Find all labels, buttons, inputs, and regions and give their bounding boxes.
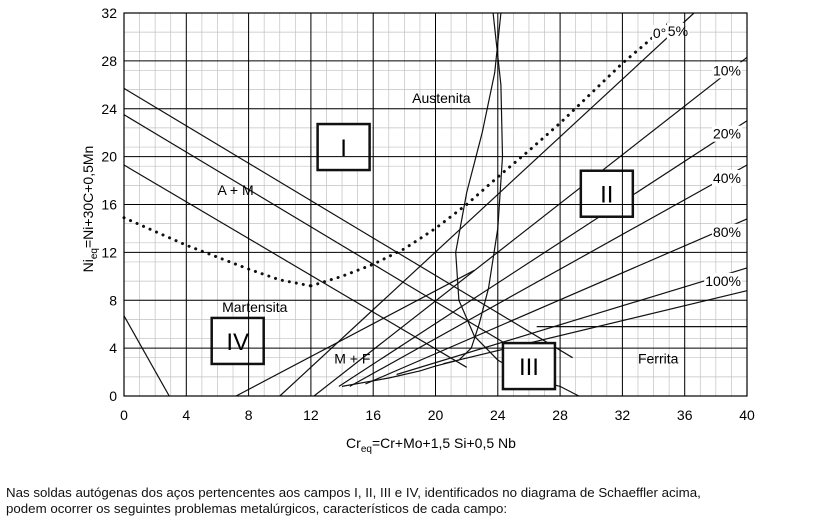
- y-tick-label: 4: [109, 340, 117, 356]
- x-tick-label: 28: [552, 407, 568, 423]
- x-tick-label: 0: [120, 407, 128, 423]
- region-label: Austenita: [412, 90, 471, 106]
- field-box: [579, 169, 635, 218]
- field-label: II: [600, 182, 613, 209]
- region-label: Ferrita: [638, 351, 679, 367]
- ferrite-percent-label: 40%: [713, 170, 741, 186]
- x-tick-label: 32: [615, 407, 631, 423]
- caption-line-1: Nas soldas autógenas dos aços pertencent…: [6, 485, 701, 500]
- ferrite-line: [365, 218, 748, 385]
- x-tick-label: 40: [739, 407, 755, 423]
- label-background: [704, 272, 742, 289]
- x-tick-label: 20: [428, 407, 444, 423]
- schaeffler-diagram: 0° 5% 10% 20% 40% 80% 100% Austenita A + M Marte…: [80, 5, 755, 455]
- x-tick-label: 16: [365, 407, 381, 423]
- region-labels: Austenita A + M Martensita M + F Ferrita: [217, 90, 678, 367]
- y-tick-label: 16: [101, 197, 117, 213]
- ferrite-line: [443, 290, 748, 365]
- ferrite-line: [338, 120, 748, 387]
- caption: Nas soldas autógenas dos aços pertencent…: [6, 485, 824, 517]
- y-tick-label: 32: [101, 5, 117, 21]
- y-tick-label: 20: [101, 149, 117, 165]
- field-label: III: [519, 354, 539, 381]
- axes: 0 4 8 12 16 20 24 28 32 36 40 0 4 8 12 16 20 24 28 32: [101, 5, 755, 423]
- caption-line-2: podem ocorrer os seguintes problemas met…: [6, 501, 508, 516]
- ferrite-line: [349, 164, 748, 387]
- ferrite-line: [313, 56, 748, 397]
- label-background: [711, 125, 742, 142]
- ferrite-percent-label: 0°: [653, 25, 666, 41]
- boundary-curve: [341, 12, 504, 387]
- x-tick-label: 24: [490, 407, 506, 423]
- y-tick-label: 28: [101, 53, 117, 69]
- label-background: [666, 22, 690, 39]
- y-tick-label: 0: [109, 388, 117, 404]
- region-label: A + M: [217, 182, 253, 198]
- field-box: [316, 122, 371, 172]
- label-background: [651, 25, 668, 42]
- y-axis-label: Nieq=Ni+30C+0,5Mn: [80, 146, 100, 273]
- label-background: [711, 170, 742, 187]
- x-axis-label: Creq=Cr+Mo+1,5 Si+0,5 Nb: [346, 435, 516, 455]
- boundary-line: [123, 114, 530, 359]
- ferrite-line: [396, 267, 748, 376]
- y-tick-label: 12: [101, 244, 117, 260]
- field-box: [210, 316, 265, 366]
- field-box: [501, 341, 557, 391]
- boundary-line: [123, 164, 468, 368]
- boundary-line: [123, 315, 170, 397]
- y-tick-label: 8: [109, 292, 117, 308]
- x-tick-label: 36: [677, 407, 693, 423]
- x-tick-label: 12: [303, 407, 319, 423]
- label-background: [711, 223, 742, 240]
- y-tick-label: 24: [101, 101, 117, 117]
- region-label: M + F: [334, 351, 370, 367]
- region-label: Martensita: [222, 299, 288, 315]
- x-tick-label: 4: [182, 407, 190, 423]
- ferrite-percent-label: 10%: [713, 62, 741, 78]
- x-tick-label: 8: [245, 407, 253, 423]
- ferrite-percent-label: 5%: [668, 23, 688, 39]
- label-background: [711, 62, 742, 79]
- boundary-line: [235, 269, 475, 397]
- ferrite-percent-label: 80%: [713, 224, 741, 240]
- field-label: IV: [226, 329, 249, 356]
- ferrite-percent-label: 100%: [705, 273, 741, 289]
- ferrite-percent-label: 20%: [713, 126, 741, 142]
- field-label: I: [340, 135, 347, 162]
